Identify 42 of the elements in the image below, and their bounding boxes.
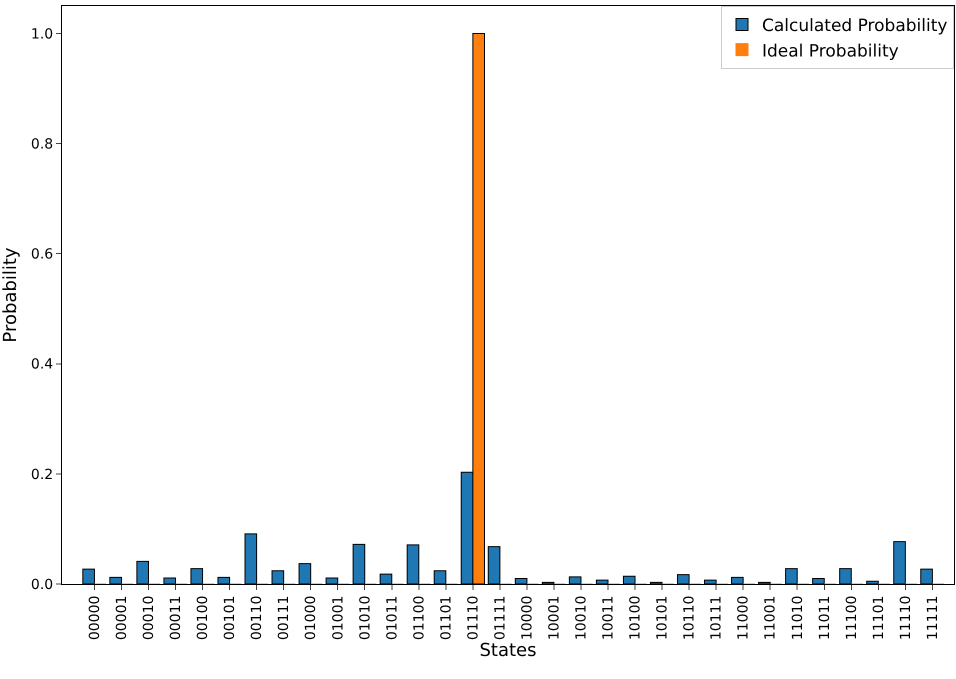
x-tick-label: 10111 xyxy=(708,596,725,640)
y-tick-label: 0.4 xyxy=(30,356,54,373)
x-tick-label: 00011 xyxy=(168,596,184,640)
x-tick-label: 11000 xyxy=(736,596,752,640)
x-tick-label: 01001 xyxy=(330,596,346,640)
x-tick-label: 01100 xyxy=(411,596,428,640)
legend-label: Calculated Probability xyxy=(762,16,948,36)
x-tick-label: 00000 xyxy=(86,596,103,640)
x-tick-label: 01111 xyxy=(492,596,508,640)
legend-label: Ideal Probability xyxy=(762,41,899,62)
y-tick-label: 0.6 xyxy=(30,246,54,263)
x-tick-label: 10011 xyxy=(600,596,617,640)
x-tick-label: 01011 xyxy=(384,596,400,640)
y-tick-label: 1.0 xyxy=(30,26,54,42)
x-tick-label: 10110 xyxy=(682,596,698,640)
x-tick-label: 10100 xyxy=(628,596,644,640)
x-tick-label: 11011 xyxy=(816,596,833,640)
x-tick-label: 01010 xyxy=(357,596,374,640)
x-tick-label: 01000 xyxy=(303,596,320,640)
x-tick-label: 00010 xyxy=(141,596,158,640)
x-tick-label: 10000 xyxy=(519,596,536,640)
x-tick-label: 11101 xyxy=(870,596,887,640)
x-tick-label: 10001 xyxy=(546,596,562,640)
x-tick-label: 11001 xyxy=(762,596,779,640)
x-tick-label: 10010 xyxy=(574,596,590,640)
x-tick-label: 10101 xyxy=(654,596,671,640)
x-tick-label: 00110 xyxy=(249,596,266,640)
x-tick-label: 00101 xyxy=(222,596,238,640)
y-tick-label: 0.0 xyxy=(30,576,54,593)
y-tick-label: 0.2 xyxy=(30,466,54,483)
x-tick-label: 01110 xyxy=(465,596,482,640)
y-axis-title: Probability xyxy=(0,247,21,343)
x-tick-label: 00111 xyxy=(276,596,292,640)
x-tick-label: 00001 xyxy=(114,596,130,640)
x-tick-label: 11110 xyxy=(898,596,914,640)
x-tick-label: 00100 xyxy=(195,596,212,640)
x-tick-label: 11010 xyxy=(790,596,806,640)
x-tick-label: 11100 xyxy=(844,596,860,640)
x-axis-title: States xyxy=(479,640,537,662)
x-tick-label: 01101 xyxy=(438,596,454,640)
x-tick-label: 11111 xyxy=(924,596,941,640)
y-tick-label: 0.8 xyxy=(30,136,54,153)
